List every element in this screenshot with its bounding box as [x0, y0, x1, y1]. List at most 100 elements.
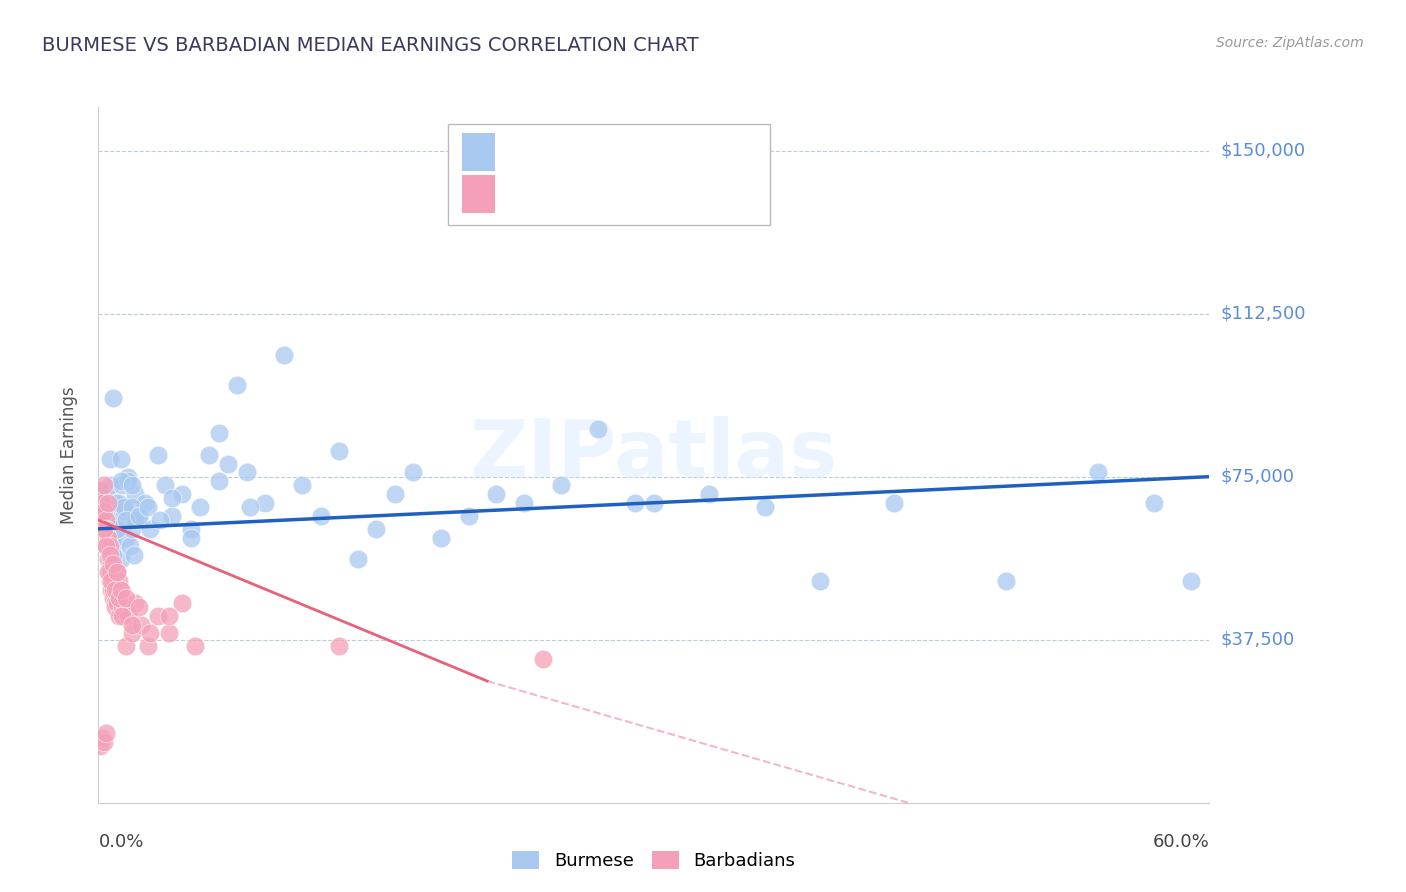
Text: 60.0%: 60.0% — [1153, 833, 1209, 851]
Point — [94, 522, 117, 536]
Point — [97, 552, 120, 566]
Point — [328, 639, 350, 653]
Point — [531, 652, 554, 666]
Point — [253, 496, 276, 510]
FancyBboxPatch shape — [461, 133, 495, 171]
Point — [103, 582, 125, 597]
Point — [217, 457, 239, 471]
Point — [402, 466, 425, 480]
Point — [100, 557, 122, 571]
Point — [139, 522, 162, 536]
Text: $75,000: $75,000 — [1220, 467, 1295, 485]
Point — [100, 582, 122, 597]
Point — [134, 496, 156, 510]
Point — [107, 496, 129, 510]
Point — [754, 500, 776, 514]
Point — [103, 522, 125, 536]
Point — [111, 478, 134, 492]
Point — [550, 478, 572, 492]
Point — [128, 508, 150, 523]
Point — [107, 591, 129, 606]
Text: $150,000: $150,000 — [1220, 142, 1305, 160]
Point — [121, 522, 143, 536]
Point — [115, 513, 138, 527]
Point — [112, 500, 135, 514]
Point — [235, 466, 257, 480]
Point — [97, 491, 120, 506]
Point — [115, 591, 138, 606]
Point — [138, 639, 160, 653]
Point — [513, 496, 536, 510]
Text: Source: ZipAtlas.com: Source: ZipAtlas.com — [1216, 36, 1364, 50]
Point — [100, 574, 122, 588]
Legend: Burmese, Barbadians: Burmese, Barbadians — [505, 844, 803, 877]
Text: ZIPatlas: ZIPatlas — [470, 416, 838, 494]
Point — [457, 508, 479, 523]
Point — [146, 448, 169, 462]
Point — [115, 531, 138, 545]
Point — [115, 639, 138, 653]
Y-axis label: Median Earnings: Median Earnings — [59, 386, 77, 524]
Point — [105, 513, 128, 527]
Point — [1180, 574, 1202, 588]
Point — [110, 552, 132, 566]
Point — [97, 531, 120, 545]
Point — [291, 478, 314, 492]
Point — [104, 574, 127, 588]
Text: R = -0.269   N = 64: R = -0.269 N = 64 — [509, 185, 685, 203]
Point — [157, 626, 180, 640]
Point — [180, 531, 202, 545]
Point — [148, 513, 170, 527]
Point — [170, 596, 193, 610]
Point — [485, 487, 508, 501]
Point — [208, 474, 231, 488]
Point — [91, 500, 114, 514]
Point — [98, 548, 121, 562]
Point — [239, 500, 262, 514]
Text: $112,500: $112,500 — [1220, 304, 1306, 323]
Point — [94, 539, 117, 553]
Point — [104, 582, 127, 597]
Point — [105, 496, 128, 510]
Point — [105, 566, 128, 580]
Point — [180, 522, 202, 536]
Point — [198, 448, 221, 462]
Point — [124, 513, 146, 527]
Point — [366, 522, 388, 536]
Point — [111, 600, 134, 615]
Point — [121, 500, 143, 514]
Point — [110, 582, 132, 597]
Point — [93, 735, 115, 749]
Point — [104, 596, 127, 610]
Point — [91, 508, 114, 523]
Point — [994, 574, 1017, 588]
Point — [112, 504, 135, 518]
Point — [110, 474, 132, 488]
Point — [146, 608, 169, 623]
Text: BURMESE VS BARBADIAN MEDIAN EARNINGS CORRELATION CHART: BURMESE VS BARBADIAN MEDIAN EARNINGS COR… — [42, 36, 699, 54]
Point — [810, 574, 832, 588]
Point — [384, 487, 406, 501]
Point — [643, 496, 665, 510]
Point — [104, 600, 127, 615]
Point — [93, 522, 115, 536]
Point — [103, 574, 125, 588]
Point — [121, 626, 143, 640]
Text: $37,500: $37,500 — [1220, 631, 1295, 648]
Point — [624, 496, 647, 510]
Point — [103, 548, 125, 562]
Point — [94, 726, 117, 740]
Point — [273, 348, 295, 362]
Point — [309, 508, 332, 523]
Point — [129, 617, 152, 632]
Point — [110, 452, 132, 467]
Point — [94, 513, 117, 527]
Point — [117, 608, 139, 623]
Point — [98, 539, 121, 553]
Point — [121, 617, 143, 632]
Point — [103, 591, 125, 606]
FancyBboxPatch shape — [461, 175, 495, 213]
Point — [139, 626, 162, 640]
Point — [105, 582, 128, 597]
Point — [157, 608, 180, 623]
